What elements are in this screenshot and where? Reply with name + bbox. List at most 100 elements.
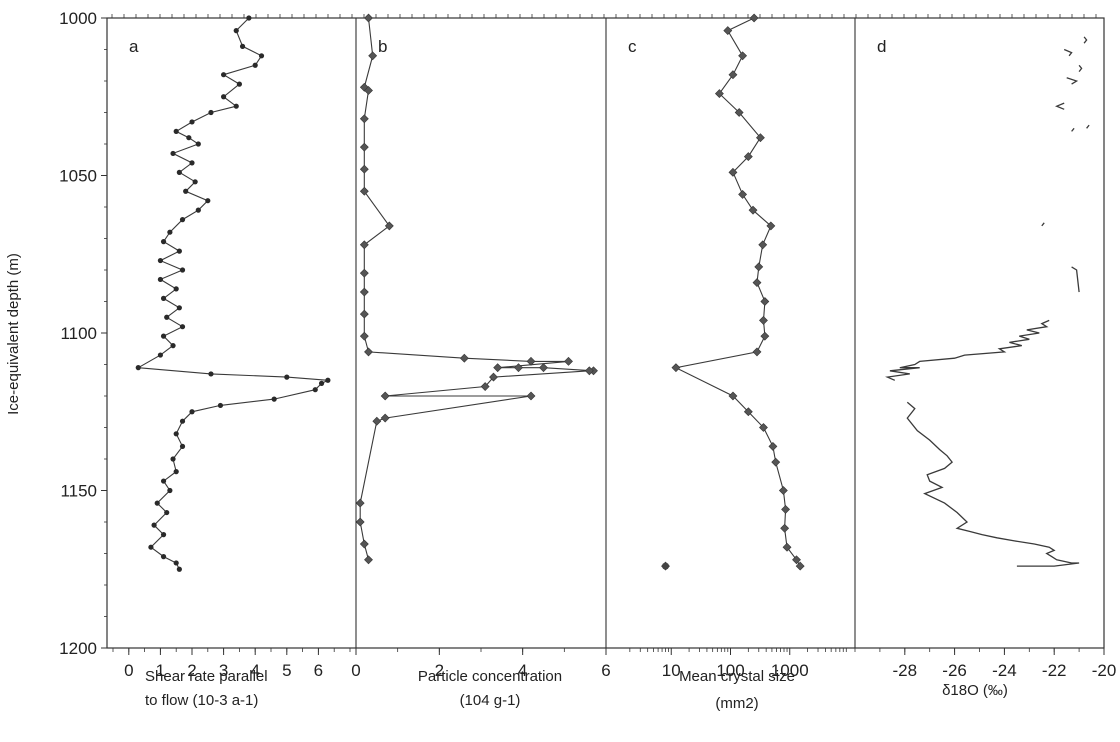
x-axis-label: (mm2) — [715, 695, 758, 712]
data-point — [526, 356, 536, 366]
data-point — [176, 566, 182, 572]
data-point — [368, 51, 378, 61]
data-point — [208, 109, 214, 116]
data-point — [355, 498, 365, 508]
x-tick-label: -22 — [1042, 661, 1067, 680]
data-point — [372, 416, 382, 426]
x-tick-label: 100 — [716, 661, 744, 680]
data-point — [459, 353, 469, 363]
data-point — [160, 333, 167, 339]
data-point — [170, 150, 176, 157]
data-point — [380, 413, 390, 423]
data-point — [157, 352, 163, 358]
series-line-d — [1086, 124, 1090, 129]
x-tick-label: -26 — [942, 661, 967, 680]
data-point — [179, 418, 186, 424]
data-point — [179, 324, 186, 330]
data-point — [154, 500, 160, 506]
series-line-d — [1083, 36, 1088, 44]
data-point — [173, 128, 179, 134]
data-point — [160, 478, 167, 484]
data-point — [359, 331, 369, 341]
data-point — [246, 15, 252, 21]
series-line-d — [885, 319, 1050, 381]
series-line-d — [1071, 266, 1080, 293]
x-tick-label: 1 — [156, 661, 165, 680]
data-point — [173, 431, 179, 437]
data-point — [195, 141, 201, 147]
data-point — [780, 523, 790, 533]
data-point — [271, 396, 277, 402]
y-tick-label: 1100 — [60, 324, 97, 343]
depth-axis: Ice-equivalent depth (m) 1000 1050 1100 115… — [5, 9, 107, 658]
data-point — [164, 314, 170, 320]
data-point — [493, 363, 503, 373]
x-tick-label: 10 — [662, 661, 681, 680]
data-point — [239, 43, 246, 49]
data-point — [564, 356, 573, 366]
y-tick-label: 1150 — [60, 482, 97, 501]
data-point — [173, 560, 179, 566]
x-tick-label: 0 — [351, 661, 360, 680]
data-point — [236, 81, 242, 87]
data-point — [359, 287, 369, 297]
panel-d: d -28 -26 -24 -22 -20 δ18O (‰) — [854, 36, 1116, 699]
data-point — [723, 26, 733, 36]
data-point — [756, 133, 765, 143]
data-point — [771, 457, 781, 467]
x-tick-label: 2 — [435, 661, 444, 680]
data-point — [179, 443, 186, 449]
data-point — [738, 51, 748, 61]
data-point — [179, 217, 186, 223]
series-line-d — [906, 401, 1080, 567]
data-point — [258, 53, 265, 59]
data-point — [233, 103, 239, 109]
data-point — [738, 189, 748, 199]
data-point — [252, 62, 258, 68]
data-point — [221, 72, 227, 78]
data-point — [151, 522, 157, 528]
x-tick-label: -24 — [992, 661, 1017, 680]
data-point — [781, 504, 790, 514]
data-point — [584, 366, 594, 376]
data-point — [160, 532, 167, 538]
data-point — [217, 402, 224, 409]
x-tick-label: 0 — [124, 661, 133, 680]
panel-b: b 0 2 4 6 Particle concentration (104 g-1) — [351, 13, 611, 709]
data-point — [759, 423, 768, 432]
panel-letter-d: d — [877, 37, 886, 56]
data-point — [728, 391, 738, 401]
panel-letter-a: a — [129, 37, 139, 56]
data-point — [782, 542, 792, 552]
data-point — [179, 267, 186, 273]
data-point — [748, 205, 758, 215]
x-tick-label: 6 — [314, 661, 323, 680]
data-point — [728, 70, 738, 80]
series-line-d — [1063, 48, 1073, 57]
x-axis-label: to flow (10-3 a-1) — [145, 692, 258, 709]
data-point — [728, 167, 738, 177]
data-point — [384, 221, 394, 231]
panel-letter-c: c — [628, 37, 637, 56]
data-point — [766, 221, 776, 231]
x-tick-label: 1000 — [771, 661, 809, 680]
plot-frame — [106, 14, 1105, 649]
data-point — [662, 562, 670, 570]
depth-axis-label: Ice-equivalent depth (m) — [5, 253, 22, 415]
y-tick-label: 1200 — [59, 639, 97, 658]
data-point — [160, 239, 167, 245]
x-tick-label: -28 — [893, 661, 918, 680]
data-point — [364, 347, 373, 357]
data-point — [743, 407, 753, 417]
x-tick-label: 4 — [250, 661, 259, 680]
data-point — [359, 186, 369, 196]
data-point — [183, 188, 189, 194]
data-point — [359, 268, 369, 278]
data-point — [167, 487, 173, 494]
data-point — [489, 372, 498, 382]
data-point — [205, 198, 211, 204]
data-point — [176, 305, 182, 311]
y-tick-label: 1050 — [59, 167, 97, 186]
data-point — [795, 561, 805, 571]
